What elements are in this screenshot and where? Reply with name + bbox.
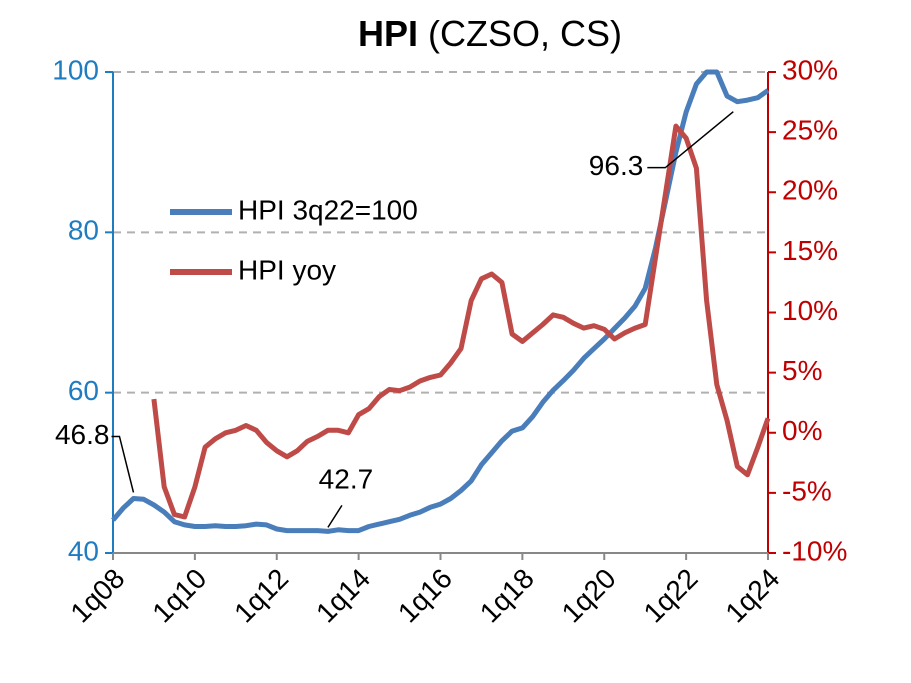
x-tick-label: 1q14 xyxy=(310,563,376,629)
y2-tick-label: 5% xyxy=(782,355,822,386)
x-tick-label: 1q22 xyxy=(638,563,704,629)
legend-label: HPI 3q22=100 xyxy=(238,194,418,225)
y2-tick-label: -5% xyxy=(782,475,832,506)
y-tick-label: 60 xyxy=(68,375,99,406)
x-tick-label: 1q18 xyxy=(474,563,540,629)
annotation: 42.7 xyxy=(319,464,374,495)
y2-tick-label: -10% xyxy=(782,535,847,566)
y2-tick-label: 15% xyxy=(782,235,838,266)
x-tick-label: 1q08 xyxy=(64,563,130,629)
y2-tick-label: 0% xyxy=(782,415,822,446)
title-main: HPI xyxy=(358,13,418,54)
series-line xyxy=(111,69,770,534)
y-tick-label: 40 xyxy=(68,535,99,566)
y2-tick-label: 20% xyxy=(782,175,838,206)
x-tick-label: 1q24 xyxy=(719,563,785,629)
y-tick-label: 100 xyxy=(52,54,99,85)
series-line xyxy=(151,123,771,520)
y-tick-label: 80 xyxy=(68,215,99,246)
annotation-leader xyxy=(111,435,135,493)
chart-title: HPI (CZSO, CS) xyxy=(358,13,622,54)
x-tick-label: 1q16 xyxy=(392,563,458,629)
annotation: 46.8 xyxy=(55,419,110,450)
title-sub: (CZSO, CS) xyxy=(428,13,622,54)
annotation-leader xyxy=(647,111,734,169)
legend-label: HPI yoy xyxy=(238,254,336,285)
x-tick-label: 1q20 xyxy=(556,563,622,629)
x-tick-label: 1q12 xyxy=(228,563,294,629)
x-tick-label: 1q10 xyxy=(146,563,212,629)
annotation: 96.3 xyxy=(589,150,644,181)
y2-tick-label: 10% xyxy=(782,295,838,326)
y2-tick-label: 25% xyxy=(782,115,838,146)
y2-tick-label: 30% xyxy=(782,54,838,85)
annotation-leader xyxy=(327,504,343,528)
